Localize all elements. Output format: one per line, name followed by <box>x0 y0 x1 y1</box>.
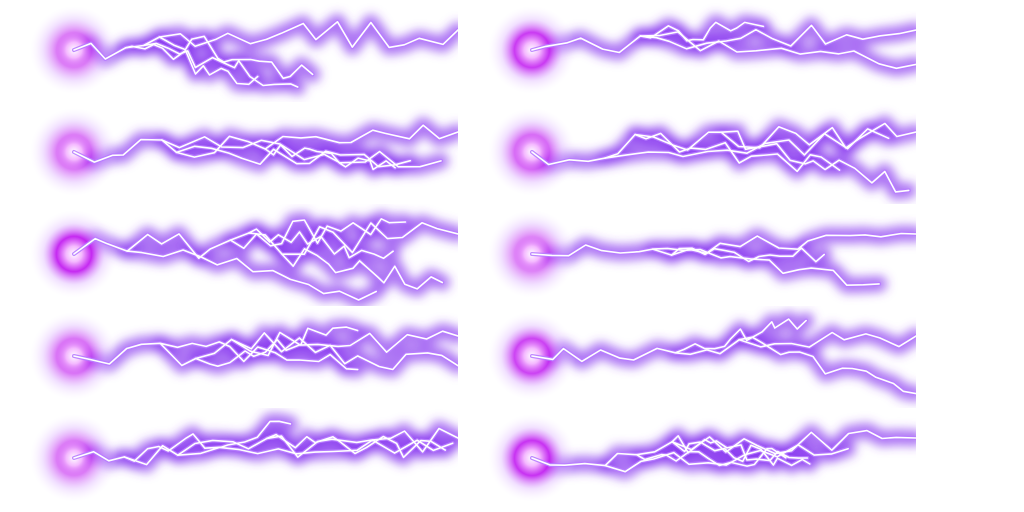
bolt-frame-5-svg <box>30 210 458 306</box>
bolt-frame-3-svg <box>30 108 458 196</box>
bolt-core <box>73 21 458 88</box>
bolt-frame-3 <box>0 102 458 204</box>
bolt-frame-4 <box>458 102 916 204</box>
bolt-core <box>73 326 458 371</box>
bolt-frame-8 <box>458 306 916 408</box>
bolt-frame-1-svg <box>30 6 458 95</box>
bolt-frame-9-svg <box>30 413 458 502</box>
bolt-core <box>531 318 916 395</box>
bolt-glow <box>66 13 458 95</box>
bolt-frame-6-svg <box>488 210 916 298</box>
bolt-core <box>531 122 916 193</box>
bolt-frame-7 <box>0 306 458 408</box>
bolt-glow <box>66 210 458 306</box>
bolt-frame-8-svg <box>488 311 916 402</box>
bolt-core <box>531 429 916 473</box>
bolt-frame-5 <box>0 204 458 306</box>
bolt-frame-2-svg <box>488 6 916 94</box>
bolt-frame-9 <box>0 408 458 510</box>
bolt-frame-4-svg <box>488 108 916 200</box>
bolt-core <box>73 218 458 301</box>
bolt-core <box>531 21 916 70</box>
bolt-frame-2 <box>458 0 916 102</box>
bolt-frame-10-svg <box>488 414 916 502</box>
bolt-core <box>73 420 458 466</box>
bolt-core <box>531 232 916 286</box>
bolt-core <box>73 124 458 171</box>
bolt-frame-1 <box>0 0 458 102</box>
bolt-frame-10 <box>458 408 916 510</box>
bolt-frame-6 <box>458 204 916 306</box>
bolt-frame-7-svg <box>30 312 458 400</box>
